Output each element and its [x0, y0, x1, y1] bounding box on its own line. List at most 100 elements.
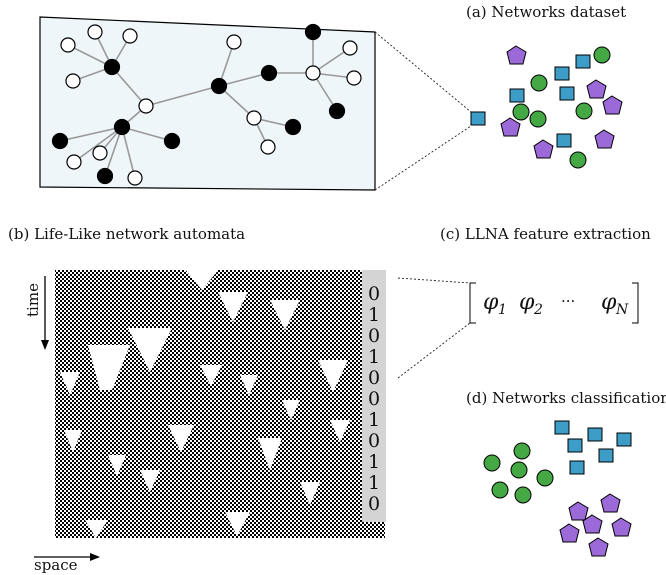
bit-value: 1 [368, 451, 380, 473]
circle-node-icon [513, 442, 531, 460]
network-node-white [246, 110, 262, 126]
network-node-white [346, 70, 362, 86]
cluster-squares [554, 420, 632, 475]
network-node-white [87, 24, 103, 40]
network-node-white [138, 98, 154, 114]
pentagon-node-icon [600, 493, 621, 513]
network-node-white [66, 154, 82, 170]
network-node-white [305, 65, 321, 81]
pentagon-node-icon [582, 514, 603, 534]
square-node-icon [567, 438, 583, 453]
automata-field [55, 270, 385, 538]
circle-node-icon [510, 461, 528, 479]
square-node-icon [569, 460, 585, 475]
pentagon-node-icon [594, 129, 615, 149]
square-node-icon [470, 111, 486, 126]
circle-node-icon [575, 102, 593, 120]
network-node-white [92, 145, 108, 161]
arrow-icon [41, 340, 49, 350]
caption-a: (a) Networks dataset [466, 3, 626, 21]
bit-value: 0 [368, 283, 380, 305]
bit-value: 0 [368, 388, 380, 410]
bit-value: 1 [368, 409, 380, 431]
caption-c: (c) LLNA feature extraction [440, 225, 651, 243]
pentagon-node-icon [588, 537, 609, 557]
bit-value: 0 [368, 367, 380, 389]
pentagon-node-icon [602, 95, 623, 115]
zoom-lines-a [374, 31, 472, 191]
network-node-black [96, 167, 114, 185]
automata-white-triangles [60, 268, 350, 538]
time-label: time [24, 283, 42, 317]
network-node-white [122, 28, 138, 44]
feature-vector: φ 1 φ 2 ··· φ N [469, 282, 639, 324]
network-node-white [342, 40, 358, 56]
square-node-icon [509, 88, 525, 103]
cluster-circles [483, 442, 554, 504]
feature-sub-n: N [615, 302, 629, 318]
circle-node-icon [491, 481, 509, 499]
network-node-white [127, 170, 143, 186]
network-node-black [163, 132, 181, 150]
circle-node-icon [529, 110, 547, 128]
pentagon-node-icon [568, 501, 589, 521]
pentagon-node-icon [506, 45, 527, 65]
space-label: space [34, 556, 78, 574]
pentagon-node-icon [533, 139, 554, 159]
network-node-white [260, 139, 276, 155]
square-node-icon [598, 448, 614, 463]
bracket-left [469, 282, 476, 324]
square-node-icon [559, 86, 575, 101]
bit-value: 1 [368, 304, 380, 326]
bracket-right [632, 282, 639, 324]
dataset-cluster [500, 45, 623, 169]
network-node-white [60, 37, 76, 53]
square-node-icon [554, 66, 570, 81]
pentagon-node-icon [611, 517, 632, 537]
feature-phi-2: φ [519, 290, 535, 315]
network-node-white [65, 73, 81, 89]
network-node-black [51, 132, 69, 150]
bit-value: 0 [368, 430, 380, 452]
zoom-lines-c [397, 277, 471, 379]
automata-grid: 0 1 0 1 0 0 1 0 1 1 0 [55, 268, 386, 538]
time-axis: time [24, 276, 49, 350]
square-node-icon [554, 420, 570, 435]
network-node-black [284, 118, 302, 136]
square-node-icon [587, 427, 603, 442]
bit-sequence: 0 1 0 1 0 0 1 0 1 1 0 [368, 283, 380, 515]
square-node-icon [556, 133, 572, 148]
caption-b: (b) Life-Like network automata [8, 225, 245, 243]
network-node-black [113, 118, 131, 136]
feature-phi-1: φ [483, 290, 499, 315]
circle-node-icon [536, 469, 554, 487]
bit-value: 0 [368, 325, 380, 347]
bit-value: 1 [368, 346, 380, 368]
bit-value: 0 [368, 493, 380, 515]
feature-phi-n: φ [601, 290, 617, 315]
square-node-icon [575, 54, 591, 69]
network-nodes [51, 23, 362, 186]
network-node-black [103, 58, 121, 76]
network-node-white [226, 34, 242, 50]
bit-column [362, 270, 386, 522]
circle-node-icon [593, 46, 611, 64]
feature-sub-1: 1 [498, 302, 507, 318]
caption-d: (d) Networks classification [466, 389, 666, 407]
network-node-black [328, 102, 346, 120]
circle-node-icon [514, 486, 532, 504]
circle-node-icon [483, 454, 501, 472]
pentagon-node-icon [500, 117, 521, 137]
network-panel [39, 16, 376, 191]
network-node-black [304, 23, 322, 41]
circle-node-icon [569, 151, 587, 169]
square-node-icon [616, 432, 632, 447]
pentagon-node-icon [586, 79, 607, 99]
circle-node-icon [530, 74, 548, 92]
cluster-pentagons [559, 493, 632, 557]
space-axis: space [34, 553, 100, 574]
feature-sub-2: 2 [533, 302, 543, 318]
network-node-black [260, 64, 278, 82]
circle-node-icon [512, 103, 530, 121]
